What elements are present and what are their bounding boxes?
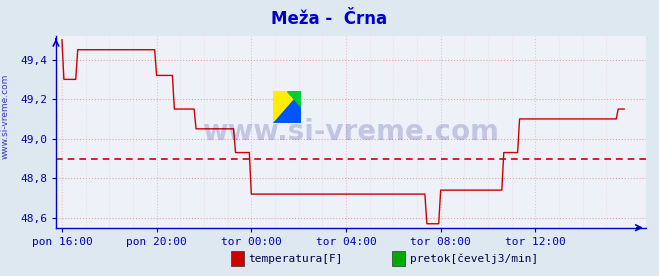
Text: Meža -  Črna: Meža - Črna	[272, 10, 387, 28]
Polygon shape	[287, 91, 301, 107]
Text: temperatura[F]: temperatura[F]	[248, 254, 343, 264]
Text: pretok[čevelj3/min]: pretok[čevelj3/min]	[410, 253, 538, 264]
Text: www.si-vreme.com: www.si-vreme.com	[202, 118, 500, 146]
Polygon shape	[273, 91, 301, 123]
Text: www.si-vreme.com: www.si-vreme.com	[1, 73, 10, 159]
Polygon shape	[273, 91, 301, 123]
